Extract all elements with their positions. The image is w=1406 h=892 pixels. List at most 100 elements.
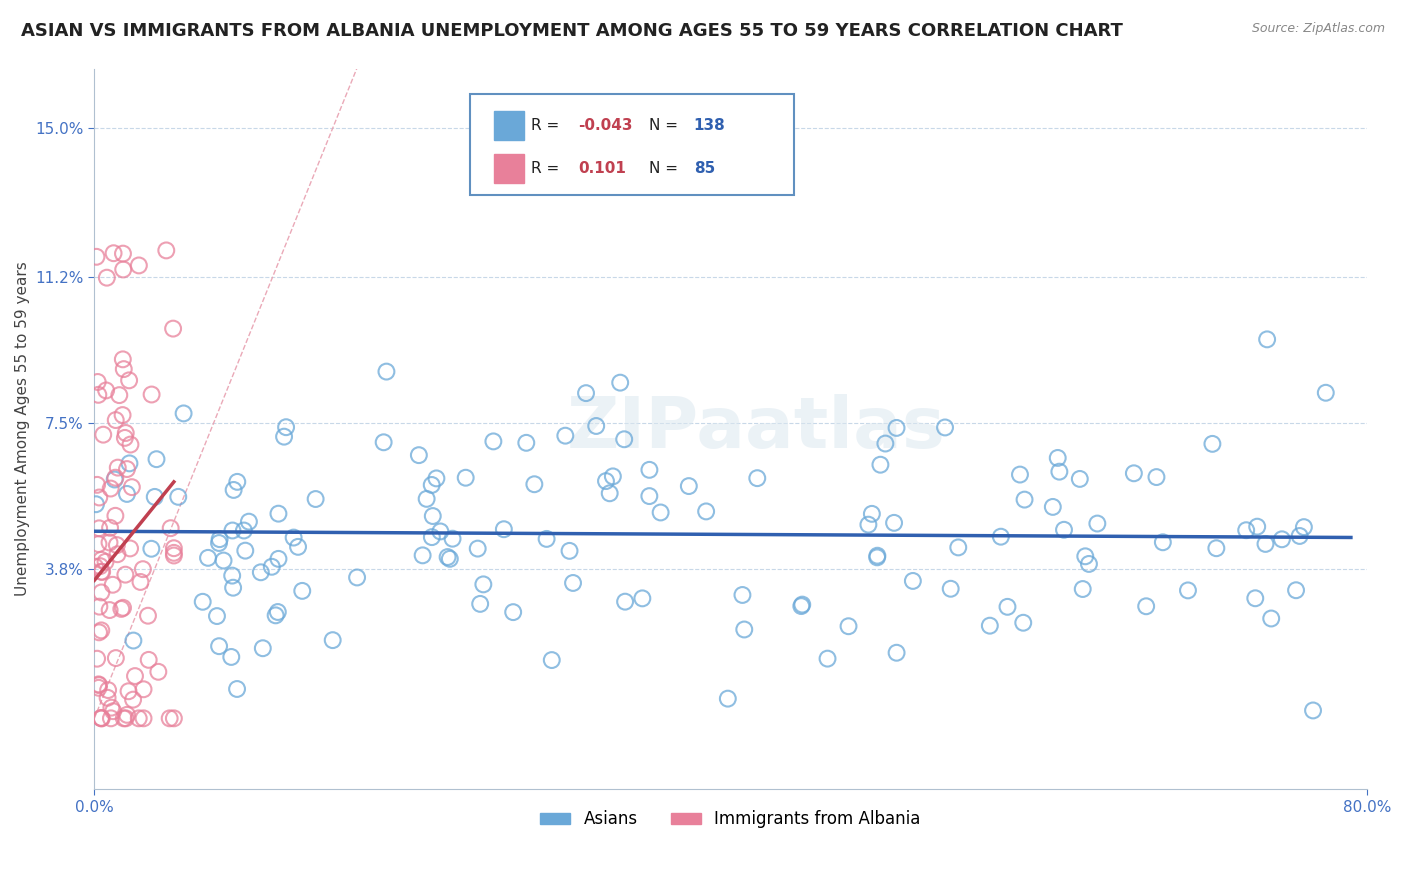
Point: [86, 478, 108, 492]
Point: [118, 373, 141, 387]
Point: [267, 552, 290, 566]
Point: [1012, 615, 1035, 630]
Point: [84, 497, 107, 511]
Text: N =: N =: [650, 118, 683, 133]
Point: [467, 541, 489, 556]
Point: [136, 608, 159, 623]
Point: [866, 550, 889, 565]
Point: [114, 567, 136, 582]
Text: -0.043: -0.043: [578, 118, 633, 133]
Text: N =: N =: [650, 161, 683, 176]
Point: [103, 246, 125, 260]
Text: R =: R =: [531, 118, 564, 133]
Point: [1008, 467, 1031, 482]
Point: [221, 649, 243, 664]
Point: [162, 321, 184, 335]
Point: [1122, 467, 1144, 481]
Point: [523, 477, 546, 491]
Point: [1256, 332, 1278, 346]
Point: [107, 460, 129, 475]
Point: [678, 479, 700, 493]
Point: [110, 602, 132, 616]
Point: [436, 550, 458, 565]
Point: [163, 541, 186, 556]
Point: [420, 478, 443, 492]
FancyBboxPatch shape: [470, 94, 794, 194]
Point: [429, 524, 451, 539]
Point: [420, 530, 443, 544]
Point: [90, 565, 112, 579]
Point: [104, 508, 127, 523]
Point: [817, 651, 839, 665]
Point: [291, 583, 314, 598]
Point: [191, 595, 214, 609]
Point: [104, 413, 127, 427]
Point: [96, 270, 118, 285]
Point: [221, 524, 243, 538]
Point: [112, 711, 135, 725]
Point: [1177, 583, 1199, 598]
Point: [222, 483, 245, 497]
Point: [121, 480, 143, 494]
Point: [1014, 492, 1036, 507]
Point: [159, 711, 181, 725]
Point: [472, 577, 495, 591]
Point: [132, 562, 155, 576]
Point: [375, 365, 398, 379]
Point: [733, 623, 755, 637]
Point: [997, 599, 1019, 614]
Point: [132, 711, 155, 725]
Point: [104, 473, 127, 487]
Point: [90, 553, 112, 567]
Point: [492, 522, 515, 536]
Point: [425, 471, 447, 485]
Point: [1201, 437, 1223, 451]
Text: R =: R =: [531, 161, 564, 176]
Point: [100, 482, 122, 496]
Point: [412, 549, 434, 563]
Point: [883, 516, 905, 530]
FancyBboxPatch shape: [494, 154, 524, 183]
Point: [86, 651, 108, 665]
Point: [838, 619, 860, 633]
FancyBboxPatch shape: [494, 111, 524, 139]
Point: [94, 384, 117, 398]
Point: [717, 691, 740, 706]
Point: [138, 653, 160, 667]
Point: [858, 517, 880, 532]
Point: [790, 599, 813, 613]
Point: [860, 507, 883, 521]
Point: [273, 430, 295, 444]
Point: [1254, 537, 1277, 551]
Point: [287, 540, 309, 554]
Point: [650, 506, 672, 520]
Point: [252, 641, 274, 656]
Point: [163, 711, 186, 725]
Point: [100, 700, 122, 714]
Point: [1146, 470, 1168, 484]
Point: [1047, 465, 1070, 479]
Point: [264, 608, 287, 623]
Point: [562, 576, 585, 591]
Point: [87, 388, 110, 402]
Point: [117, 684, 139, 698]
Point: [90, 624, 112, 638]
Point: [283, 531, 305, 545]
Point: [1260, 611, 1282, 625]
Point: [1069, 472, 1091, 486]
Point: [886, 421, 908, 435]
Point: [86, 250, 108, 264]
Text: Source: ZipAtlas.com: Source: ZipAtlas.com: [1251, 22, 1385, 36]
Point: [141, 541, 163, 556]
Point: [98, 603, 121, 617]
Point: [558, 544, 581, 558]
Point: [155, 244, 177, 258]
Point: [87, 625, 110, 640]
Point: [122, 633, 145, 648]
Point: [304, 491, 326, 506]
Point: [638, 489, 661, 503]
Point: [1244, 591, 1267, 606]
Point: [515, 435, 537, 450]
Point: [208, 639, 231, 653]
Point: [104, 471, 127, 485]
